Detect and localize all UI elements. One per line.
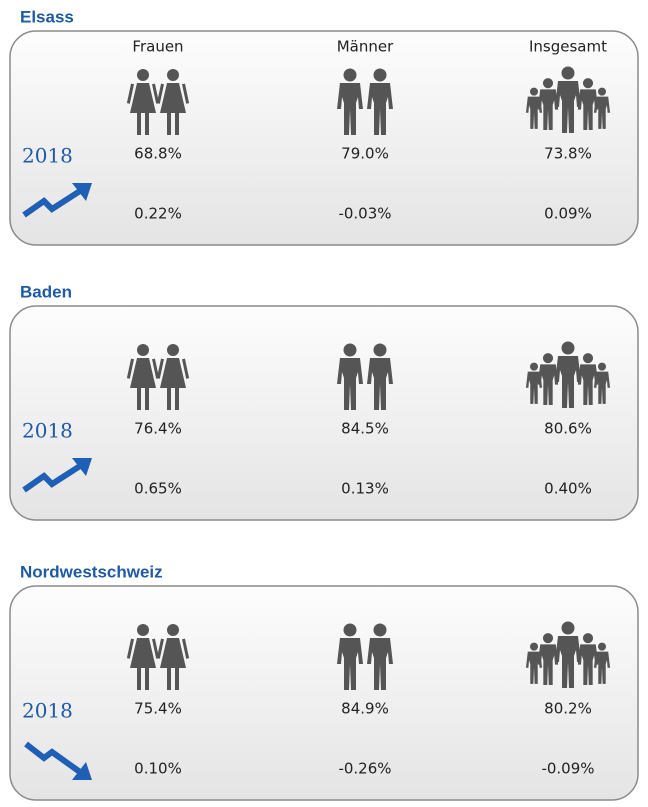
change: -0.26% — [338, 760, 391, 778]
change: 0.09% — [544, 205, 592, 223]
trend-arrow — [24, 741, 82, 775]
trend-arrow-head — [72, 458, 92, 476]
change: 0.40% — [544, 480, 592, 498]
change: -0.09% — [541, 760, 594, 778]
change: -0.03% — [338, 205, 391, 223]
rate: 84.5% — [341, 420, 389, 438]
column-header: Frauen — [132, 38, 183, 56]
rate: 84.9% — [341, 700, 389, 718]
trend-arrow-head — [72, 183, 92, 201]
change: 0.13% — [341, 480, 389, 498]
rate: 80.2% — [544, 700, 592, 718]
year: 2018 — [22, 419, 73, 443]
rate: 73.8% — [544, 145, 592, 163]
rate: 68.8% — [134, 145, 182, 163]
column-header: Männer — [337, 38, 394, 56]
change: 0.10% — [134, 760, 182, 778]
region-title: Baden — [20, 282, 72, 301]
column-header: Insgesamt — [529, 38, 607, 56]
region-title: Nordwestschweiz — [20, 562, 163, 581]
region-title: Elsass — [20, 7, 74, 26]
rate: 75.4% — [134, 700, 182, 718]
trend-arrow-head — [72, 762, 92, 780]
rate: 79.0% — [341, 145, 389, 163]
rate: 80.6% — [544, 420, 592, 438]
change: 0.22% — [134, 205, 182, 223]
year: 2018 — [22, 144, 73, 168]
rate: 76.4% — [134, 420, 182, 438]
trend-arrow — [22, 463, 82, 493]
year: 2018 — [22, 699, 73, 723]
change: 0.65% — [134, 480, 182, 498]
trend-arrow — [22, 188, 82, 218]
